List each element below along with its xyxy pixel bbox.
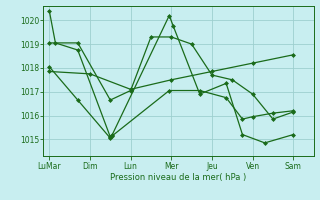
X-axis label: Pression niveau de la mer( hPa ): Pression niveau de la mer( hPa ) — [110, 173, 246, 182]
